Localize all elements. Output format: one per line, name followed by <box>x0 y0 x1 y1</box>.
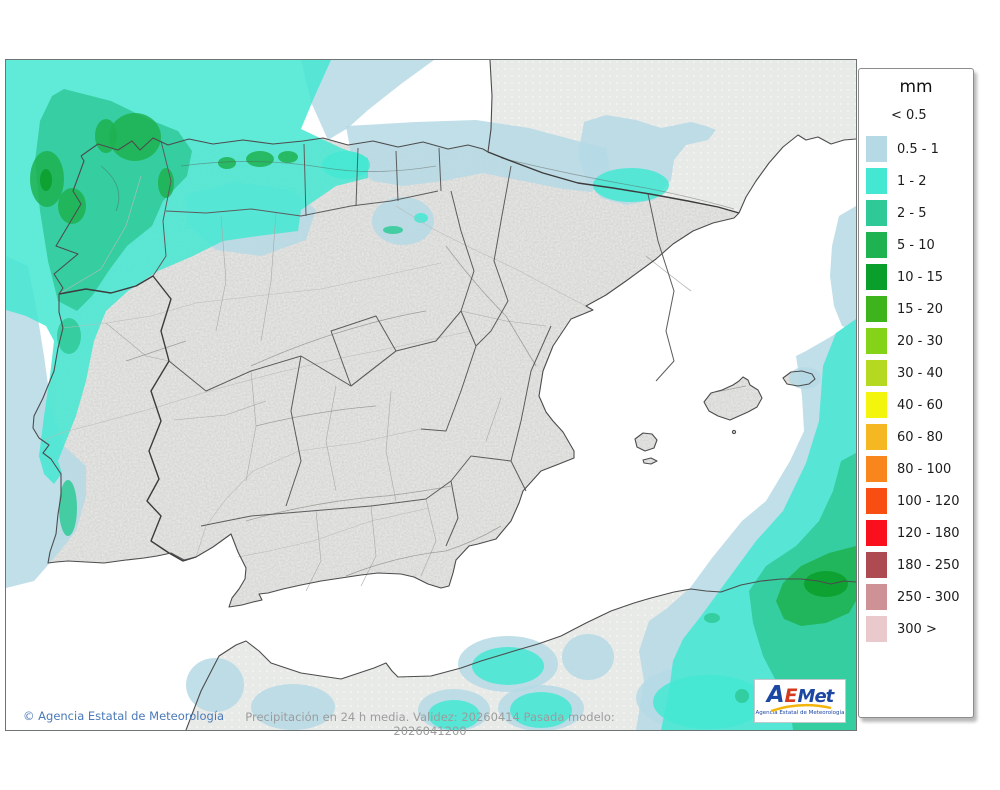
legend-swatch <box>866 616 887 642</box>
legend-label: 120 - 180 <box>897 525 960 541</box>
logo-letter-a: A <box>766 682 785 708</box>
legend-rows: 0.5 - 1 1 - 2 2 - 5 5 - 10 10 - 15 15 - … <box>859 133 973 645</box>
legend-label: 0.5 - 1 <box>897 141 939 157</box>
legend-row: 2 - 5 <box>859 197 973 229</box>
legend-label: 60 - 80 <box>897 429 944 445</box>
legend-swatch <box>866 136 887 162</box>
legend-row: 5 - 10 <box>859 229 973 261</box>
legend-swatch <box>866 552 887 578</box>
national-borders <box>58 151 740 562</box>
legend-row: 250 - 300 <box>859 581 973 613</box>
legend-swatch <box>866 424 887 450</box>
legend-label: 10 - 15 <box>897 269 944 285</box>
aemet-logo-text: AEMet <box>755 680 845 713</box>
legend-label: 80 - 100 <box>897 461 952 477</box>
legend-row: 100 - 120 <box>859 485 973 517</box>
legend-row: 120 - 180 <box>859 517 973 549</box>
legend-swatch <box>866 488 887 514</box>
legend-swatch <box>866 360 887 386</box>
legend-title: mm <box>899 77 933 97</box>
mountain-ridges <box>100 157 747 577</box>
legend-label-below-min: < 0.5 <box>891 108 927 123</box>
legend-row: 1 - 2 <box>859 165 973 197</box>
precipitation-map <box>5 59 857 731</box>
legend-label: 100 - 120 <box>897 493 960 509</box>
coastlines <box>32 60 856 730</box>
legend-swatch <box>866 456 887 482</box>
legend-row: 180 - 250 <box>859 549 973 581</box>
legend-swatch <box>866 232 887 258</box>
region-borders <box>152 140 675 547</box>
legend-row: 40 - 60 <box>859 389 973 421</box>
legend-row: 300 > <box>859 613 973 645</box>
legend-swatch <box>866 296 887 322</box>
map-svg <box>6 60 856 730</box>
legend-row: 0.5 - 1 <box>859 133 973 165</box>
aemet-logo: AEMet Agencia Estatal de Meteorología <box>754 679 846 723</box>
legend-swatch <box>866 168 887 194</box>
legend-row: 20 - 30 <box>859 325 973 357</box>
precipitation-layer <box>6 60 856 730</box>
legend-row: 15 - 20 <box>859 293 973 325</box>
legend-label: 250 - 300 <box>897 589 960 605</box>
legend-row: 30 - 40 <box>859 357 973 389</box>
legend-swatch <box>866 328 887 354</box>
legend-swatch <box>866 264 887 290</box>
legend-row: 10 - 15 <box>859 261 973 293</box>
legend-label: 15 - 20 <box>897 301 944 317</box>
map-caption: Precipitación en 24 h media. Validez: 20… <box>245 710 615 738</box>
legend-row: 60 - 80 <box>859 421 973 453</box>
logo-swoosh-icon <box>770 703 832 713</box>
legend-label: 300 > <box>897 621 937 637</box>
legend-panel: mm < 0.5 0.5 - 1 1 - 2 2 - 5 5 - 10 10 -… <box>858 68 974 718</box>
province-borders <box>105 212 547 592</box>
legend-label: 180 - 250 <box>897 557 960 573</box>
legend-label: 2 - 5 <box>897 205 927 221</box>
legend-label: 1 - 2 <box>897 173 927 189</box>
legend-label: 30 - 40 <box>897 365 944 381</box>
logo-letters-met: Met <box>797 686 835 707</box>
legend-swatch <box>866 200 887 226</box>
legend-label: 40 - 60 <box>897 397 944 413</box>
legend-row: 80 - 100 <box>859 453 973 485</box>
legend-swatch <box>866 584 887 610</box>
logo-subtitle: Agencia Estatal de Meteorología <box>755 710 845 716</box>
legend-swatch <box>866 520 887 546</box>
legend-swatch <box>866 392 887 418</box>
precip-10-15 <box>40 169 848 597</box>
legend-label: 20 - 30 <box>897 333 944 349</box>
copyright-text: © Agencia Estatal de Meteorología <box>23 709 225 723</box>
logo-letter-e: E <box>784 685 798 707</box>
legend-label: 5 - 10 <box>897 237 935 253</box>
